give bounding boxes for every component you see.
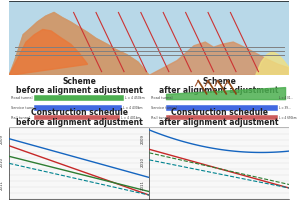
FancyBboxPatch shape — [34, 105, 122, 111]
Polygon shape — [9, 12, 149, 75]
Text: Road tunnel: Road tunnel — [11, 96, 32, 100]
Text: 2009: 2009 — [140, 134, 144, 144]
Text: Scheme: Scheme — [202, 77, 236, 86]
Text: L = 4 650km: L = 4 650km — [279, 116, 297, 120]
FancyBboxPatch shape — [166, 105, 278, 111]
Text: after alignment adjustment: after alignment adjustment — [160, 86, 279, 95]
Polygon shape — [9, 29, 88, 75]
FancyBboxPatch shape — [166, 115, 278, 120]
Text: L = 4 450km: L = 4 450km — [125, 96, 145, 100]
Text: L = 4 430km: L = 4 430km — [123, 106, 143, 110]
Text: 2010: 2010 — [140, 157, 144, 167]
Polygon shape — [149, 42, 289, 75]
Text: Rail tunnel: Rail tunnel — [11, 116, 30, 120]
Text: L = 4 01...: L = 4 01... — [279, 96, 294, 100]
FancyBboxPatch shape — [34, 115, 120, 120]
Text: 2011: 2011 — [0, 180, 4, 190]
Text: Service tunnel: Service tunnel — [11, 106, 36, 110]
Polygon shape — [256, 52, 289, 75]
Polygon shape — [9, 12, 149, 75]
Text: Service tunnel: Service tunnel — [151, 106, 176, 110]
Text: Rail tunnel: Rail tunnel — [151, 116, 169, 120]
Text: 2011: 2011 — [140, 180, 144, 190]
Text: 2009: 2009 — [0, 134, 4, 144]
Text: L = 4 401km: L = 4 401km — [121, 116, 140, 120]
Text: L = 39...: L = 39... — [279, 106, 291, 110]
Title: Construction schedule
before alignment adjustment: Construction schedule before alignment a… — [16, 108, 142, 127]
FancyBboxPatch shape — [34, 95, 124, 101]
Text: before alignment adjustment: before alignment adjustment — [16, 86, 142, 95]
Text: Scheme: Scheme — [62, 77, 96, 86]
Text: Road tunnel: Road tunnel — [151, 96, 172, 100]
Title: Construction schedule
after alignment adjustment: Construction schedule after alignment ad… — [160, 108, 279, 127]
Text: 2010: 2010 — [0, 157, 4, 167]
